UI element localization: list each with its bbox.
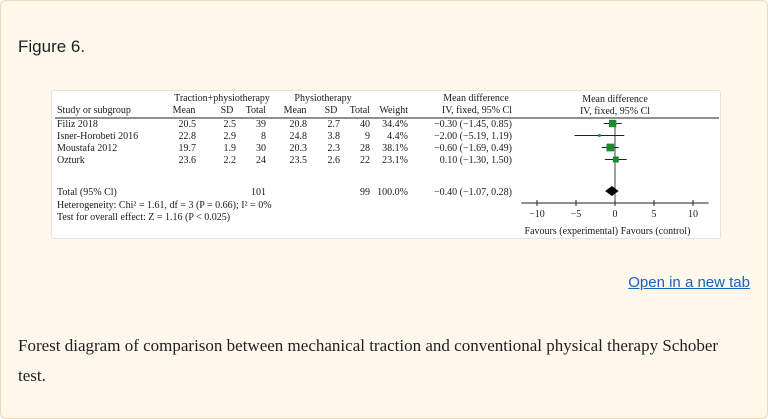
favours-control-label: Favours (control) [621,226,691,237]
study-weight: 38.1% [382,143,408,154]
total-label: Total (95% Cl) [57,187,117,198]
ctl-total: 22 [360,155,370,166]
study-md-ci: 0.10 (−1.30, 1.50) [440,155,512,166]
exp-sd: 1.9 [224,143,237,154]
open-in-new-tab-link[interactable]: Open in a new tab [628,274,750,291]
exp-total: 30 [256,143,266,154]
ctl-mean: 24.8 [290,131,308,142]
study-effect-square [598,134,601,137]
ctl-sd: 3.8 [328,131,341,142]
study-name: Filiz 2018 [57,119,98,130]
column-header-exp-mean: Mean [173,105,196,116]
study-md-ci: −2.00 (−5.19, 1.19) [434,131,512,142]
forest-plot-figure: Traction+physiotherapy Physiotherapy Mean … [51,90,721,239]
exp-total: 8 [261,131,266,142]
ctl-total: 9 [365,131,370,142]
study-weight: 34.4% [382,119,408,130]
pooled-effect-diamond [605,186,619,196]
study-effect-square [608,119,617,128]
ctl-sd: 2.3 [328,143,341,154]
column-header-study: Study or subgroup [57,105,131,116]
column-header-ctl-total: Total [350,105,371,116]
study-md-ci: −0.30 (−1.45, 0.85) [434,119,512,130]
x-axis-tick-label: 10 [688,209,698,220]
ctl-sd: 2.6 [328,155,341,166]
exp-sd: 2.9 [224,131,237,142]
experimental-group-header: Traction+physiotherapy [174,93,270,104]
plot-header-title: Mean difference [582,94,648,105]
x-axis-tick-label: −5 [571,209,582,220]
column-header-exp-sd: SD [221,105,234,116]
x-axis-tick-label: −10 [529,209,545,220]
total-md-ci: −0.40 (−1.07, 0.28) [434,187,512,198]
column-header-exp-total: Total [246,105,267,116]
column-header-ctl-sd: SD [325,105,338,116]
heterogeneity-stat: Heterogeneity: Chi² = 1.61, df = 3 (P = … [57,200,272,211]
study-effect-square [606,143,615,152]
exp-sd: 2.2 [224,155,237,166]
ctl-total: 40 [360,119,370,130]
favours-experimental-label: Favours (experimental) [525,226,619,237]
column-header-md-method: IV, fixed, 95% Cl [442,105,512,116]
ctl-mean: 20.3 [290,143,308,154]
x-axis-tick-label: 0 [613,209,618,220]
ctl-mean: 23.5 [290,155,308,166]
figure-label: Figure 6. [18,37,86,56]
ctl-total: 28 [360,143,370,154]
study-name: Isner-Horobeti 2016 [57,131,138,142]
control-group-header: Physiotherapy [294,93,351,104]
plot-header-method: IV, fixed, 95% Cl [580,106,650,117]
total-exp-n: 101 [251,187,266,198]
study-weight: 4.4% [387,131,408,142]
md-column-title: Mean difference [443,93,509,104]
figure-caption: Forest diagram of comparison between mec… [18,336,719,385]
exp-sd: 2.5 [224,119,237,130]
exp-mean: 19.7 [179,143,197,154]
column-header-ctl-mean: Mean [284,105,307,116]
study-name: Ozturk [57,155,85,166]
study-weight: 23.1% [382,155,408,166]
exp-mean: 20.5 [179,119,197,130]
column-header-weight: Weight [379,105,408,116]
forest-plot: Traction+physiotherapy Physiotherapy Mean … [55,93,719,237]
total-ctl-n: 99 [360,187,370,198]
study-effect-square [612,156,619,163]
overall-effect-stat: Test for overall effect: Z = 1.16 (P < 0… [57,212,230,223]
total-weight: 100.0% [377,187,408,198]
exp-mean: 22.8 [179,131,197,142]
study-md-ci: −0.60 (−1.69, 0.49) [434,143,512,154]
exp-total: 24 [256,155,266,166]
x-axis-tick-label: 5 [652,209,657,220]
exp-mean: 23.6 [179,155,197,166]
ctl-sd: 2.7 [328,119,341,130]
study-name: Moustafa 2012 [57,143,117,154]
exp-total: 39 [256,119,266,130]
ctl-mean: 20.8 [290,119,308,130]
